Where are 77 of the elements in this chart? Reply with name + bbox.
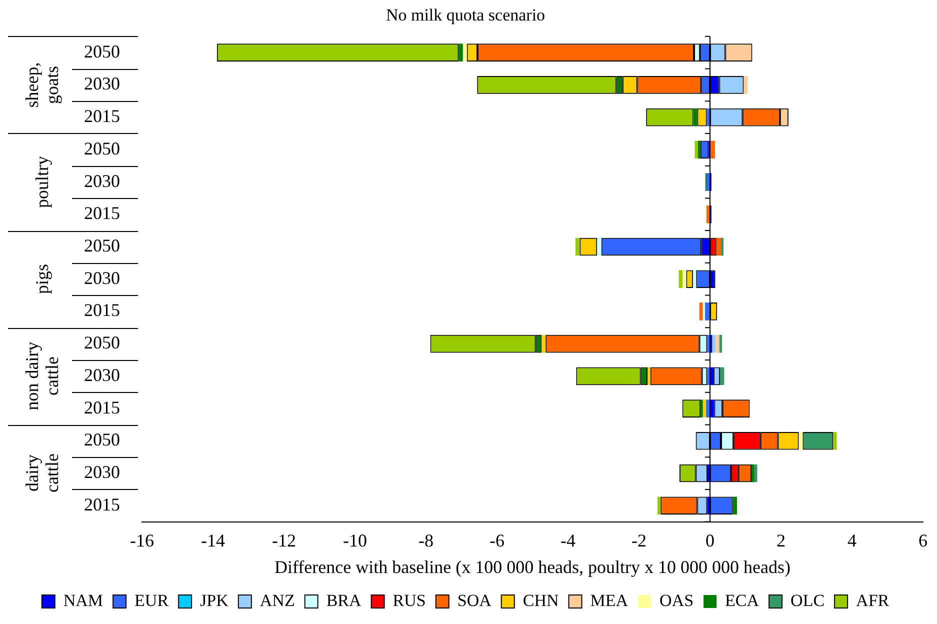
legend-label: SOA [457,590,492,610]
x-axis-title: Difference with baseline (x 100 000 heads, poultry x 10 000 000 heads) [274,556,791,577]
legend-label: OAS [660,590,694,610]
y-tick-label: 2030 [84,170,120,191]
y-tick-label: 2015 [84,106,120,126]
legend-label: AFR [856,590,890,610]
text: poultry [32,156,52,208]
bar [542,334,546,353]
legend-label: ECA [725,590,760,610]
legend-label: BRA [326,590,362,610]
x-tick-label: 6 [918,530,928,550]
y-tick-label: 2030 [84,364,120,385]
bar [744,76,748,94]
y-tick-label: 2050 [84,235,120,256]
bar [705,302,710,320]
legend-label: EUR [134,590,170,610]
y-tick-label: 2030 [84,74,120,94]
text: sheep, goats [22,62,62,108]
bar [798,432,803,450]
x-tick-label: -6 [490,530,504,550]
bar [752,464,754,482]
x-tick-label: -10 [343,530,367,550]
y-tick-label: 2015 [84,203,120,224]
bar [462,44,467,62]
legend-label: RUS [392,590,426,610]
bar [700,400,703,418]
y-tick-label: 2015 [84,397,120,418]
y-tick-label: 2015 [84,494,120,514]
legend-label: NAM [63,590,104,610]
x-tick-label: 0 [706,530,714,550]
y-tick-label: 2030 [84,462,120,482]
text: non dairy cattle [22,342,62,410]
bar [716,334,720,353]
bar [692,270,696,288]
y-tick-label: 2015 [84,300,120,320]
y-tick-label: 2050 [84,430,120,450]
bar [698,140,700,159]
text: pigs [32,264,52,294]
legend-label: ANZ [260,590,295,610]
bar [754,464,758,482]
bar [575,238,580,256]
y-tick-label: 2030 [84,268,120,288]
bar [719,334,722,353]
bar [706,400,710,418]
bar [699,302,703,320]
x-tick-label: -14 [201,530,225,550]
bar [597,238,602,256]
bar [716,238,722,256]
y-tick-label: 2050 [84,41,120,62]
x-tick-label: -16 [130,530,154,550]
chart-title: No milk quota scenario [386,6,546,25]
x-tick-label: -2 [632,530,646,550]
text: dairy cattle [22,454,62,493]
bar [712,334,716,353]
bar [720,367,724,386]
x-tick-label: -12 [272,530,296,550]
x-tick-label: 4 [848,530,856,550]
bar [702,400,706,418]
bar [458,44,463,62]
legend-label: OLC [790,590,825,610]
y-tick-label: 2050 [84,332,120,353]
legend-label: CHN [522,590,559,610]
bar [694,140,698,159]
x-tick-label: 2 [776,530,786,550]
bar [648,367,650,386]
bar [678,270,683,288]
legend-label: MEA [590,590,629,610]
y-tick-label: 2050 [84,138,120,158]
x-tick-label: -4 [560,530,576,550]
bar [833,432,837,450]
bar [682,270,686,288]
x-tick-label: -8 [418,530,434,550]
bar [732,496,737,515]
bar [710,400,714,418]
bar [657,496,661,515]
legend-label: JPK [200,590,230,610]
bar [702,302,706,320]
